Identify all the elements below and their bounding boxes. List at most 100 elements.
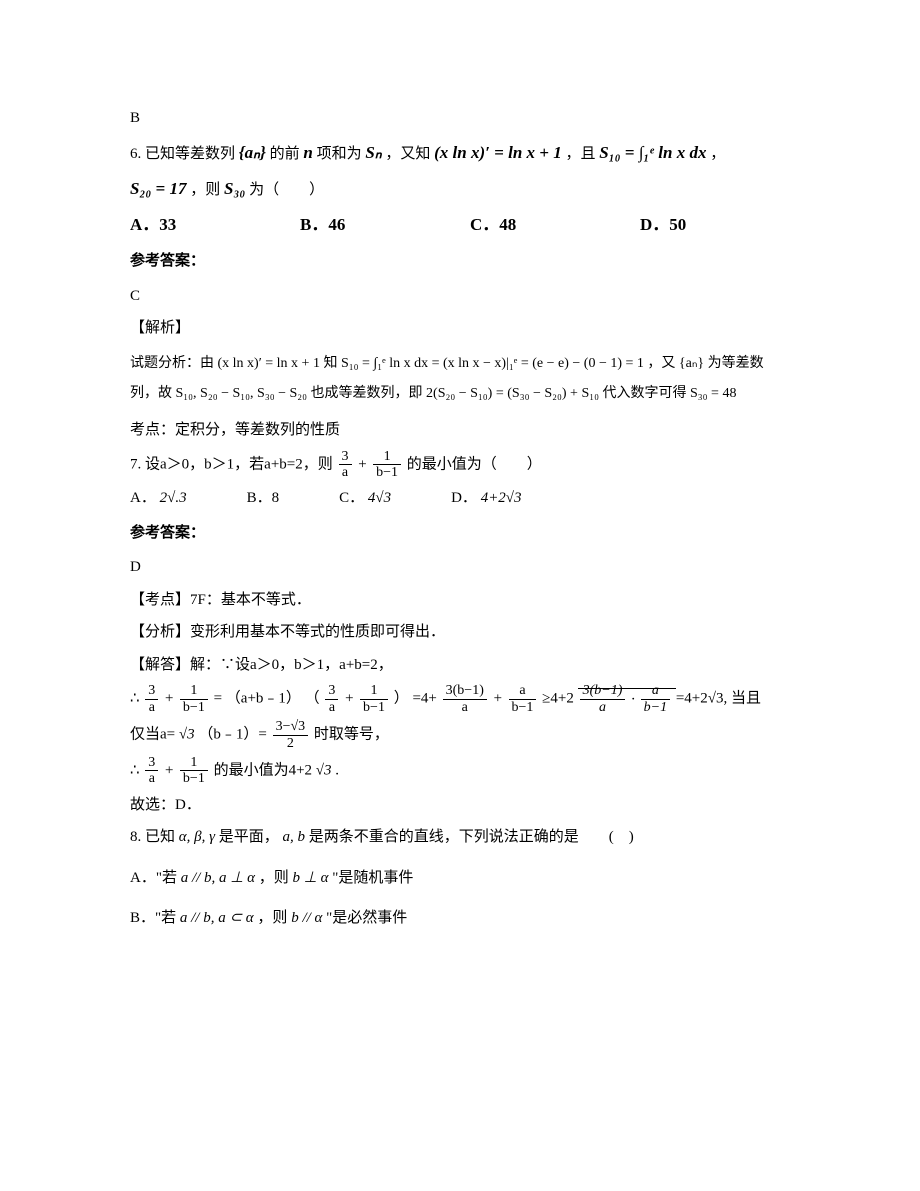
dot: · xyxy=(631,691,635,707)
q7-opt-d: D． 4+2√3 xyxy=(451,484,521,513)
s30: S₃₀ xyxy=(224,179,245,198)
q7-stem: 7. 设a＞0，b＞1，若a+b=2，则 3 a + 1 b−1 的最小值为（ … xyxy=(130,449,810,481)
text: 时取等号， xyxy=(314,726,389,742)
q6-options: A．33 B．46 C．48 D．50 xyxy=(130,209,810,241)
eq-text: = （a+b﹣1） xyxy=(214,691,301,707)
plus: + xyxy=(344,691,354,707)
deriv-expr: (x ln x)′ = ln x + 1 xyxy=(434,143,562,162)
text: 仅当a= xyxy=(130,726,175,742)
plus: + xyxy=(493,691,503,707)
q5-answer: B xyxy=(130,104,810,133)
q8-opt-a: A．"若 a // b, a ⊥ α ，则 b ⊥ α "是随机事件 xyxy=(130,864,810,893)
q6-opt-b: B．46 xyxy=(300,209,470,241)
opt-text: D．50 xyxy=(640,215,686,234)
q7-kaodian: 【考点】7F：基本不等式． xyxy=(130,586,810,615)
den: 2 xyxy=(273,736,309,751)
opt-text: B．46 xyxy=(300,215,345,234)
text: 6. 已知等差数列 xyxy=(130,146,235,162)
q6-opt-a: A．33 xyxy=(130,209,300,241)
dangqie: 当且 xyxy=(731,691,761,707)
frac-in-sqrt-2: a b−1 xyxy=(641,683,670,715)
text: ，又知 xyxy=(385,146,430,162)
opt-text: A．33 xyxy=(130,215,176,234)
q7-eq-line2: 仅当a= √3 （b﹣1）= 3−√3 2 时取等号， xyxy=(130,719,810,751)
label: C． xyxy=(339,490,364,506)
therefore: ∴ xyxy=(130,762,140,778)
q7-answer: D xyxy=(130,553,810,582)
sqrt3: √3 xyxy=(179,726,195,742)
num: 3 xyxy=(145,755,158,771)
q7-guxuan: 故选：D． xyxy=(130,791,810,820)
den: a xyxy=(325,700,338,715)
text: 的前 xyxy=(270,146,304,162)
den: a xyxy=(580,700,626,715)
q7-answer-label: 参考答案： xyxy=(130,519,810,548)
num: 3 xyxy=(145,683,158,699)
q6-analysis-line2: 列，故 S₁₀, S₂₀ − S₁₀, S₃₀ − S₂₀ 也成等差数列，即 2… xyxy=(130,381,810,408)
frac-1-bm1: 1 b−1 xyxy=(373,449,401,481)
sqrt3-b: √3 xyxy=(316,762,332,778)
text: ，且 xyxy=(565,146,595,162)
sqrt-product: 3(b−1) a · a b−1 xyxy=(578,688,676,707)
val: 4√3 xyxy=(368,490,391,506)
s10-integral: S₁₀ = ∫₁ᵉ ln x dx xyxy=(599,143,706,162)
text: A．"若 xyxy=(130,870,177,886)
frac-3msqrt3-2: 3−√3 2 xyxy=(273,719,309,751)
den: b−1 xyxy=(641,700,670,715)
num: a xyxy=(509,683,537,699)
lines-ab: a, b xyxy=(283,829,306,845)
q7-fenxi: 【分析】变形利用基本不等式的性质即可得出． xyxy=(130,618,810,647)
greek-planes: α, β, γ xyxy=(179,829,215,845)
q7-opt-c: C． 4√3 xyxy=(339,484,391,513)
q7-options: A． 2√.3 B．8 C． 4√3 D． 4+2√3 xyxy=(130,484,810,513)
text: （b﹣1）= xyxy=(198,726,270,742)
plus: + xyxy=(357,456,367,472)
q6-opt-d: D．50 xyxy=(640,209,810,241)
result: b // α xyxy=(291,910,322,926)
q7-opt-b: B．8 xyxy=(247,484,280,513)
frac-3-a-c: 3 a xyxy=(145,755,158,787)
label: A． xyxy=(130,490,156,506)
text: ，则 xyxy=(190,182,220,198)
text: 项和为 xyxy=(317,146,362,162)
val: 2√.3 xyxy=(160,490,187,506)
frac-3-a-b: 3 a xyxy=(325,683,338,715)
eq-result: =4+2√3, xyxy=(676,691,731,707)
den: a xyxy=(145,700,158,715)
q8-opt-b: B．"若 a // b, a ⊂ α ，则 b // α "是必然事件 xyxy=(130,904,810,933)
q6-opt-c: C．48 xyxy=(470,209,640,241)
num: 1 xyxy=(373,449,401,465)
den: a xyxy=(145,771,158,786)
num: a xyxy=(641,683,670,699)
frac-1-bm1: 1 b−1 xyxy=(180,683,208,715)
result: b ⊥ α xyxy=(293,870,329,886)
num: 3(b−1) xyxy=(443,683,487,699)
geq: ≥4+2 xyxy=(542,691,574,707)
text: 是平面， xyxy=(219,829,279,845)
text: ，则 xyxy=(257,910,287,926)
frac-3-a: 3 a xyxy=(339,449,352,481)
text: B．"若 xyxy=(130,910,176,926)
den: a xyxy=(339,465,352,480)
text: ， xyxy=(710,146,725,162)
frac-in-sqrt-1: 3(b−1) a xyxy=(580,683,626,715)
q6-stem-line2: S₂₀ = 17 ，则 S₃₀ 为（ ） xyxy=(130,173,810,205)
q6-analysis-label: 【解析】 xyxy=(130,314,810,343)
text: 为（ ） xyxy=(249,182,324,198)
text: 8. 已知 xyxy=(130,829,175,845)
cond: a // b, a ⊥ α xyxy=(181,870,255,886)
frac-1-bm1-b: 1 b−1 xyxy=(360,683,388,715)
num: 1 xyxy=(180,755,208,771)
q6-answer-label: 参考答案： xyxy=(130,247,810,276)
frac-1-bm1-c: 1 b−1 xyxy=(180,755,208,787)
therefore: ∴ xyxy=(130,691,140,707)
den: b−1 xyxy=(509,700,537,715)
lparen: （ xyxy=(305,691,320,707)
q7-conclusion: ∴ 3 a + 1 b−1 的最小值为4+2 √3 . xyxy=(130,755,810,787)
q6-stem-line1: 6. 已知等差数列 {aₙ} 的前 n 项和为 Sₙ ，又知 (x ln x)′… xyxy=(130,137,810,169)
text: "是随机事件 xyxy=(332,870,413,886)
text: 的最小值为（ ） xyxy=(407,456,542,472)
q8-stem: 8. 已知 α, β, γ 是平面， a, b 是两条不重合的直线，下列说法正确… xyxy=(130,823,810,852)
cond: a // b, a ⊂ α xyxy=(180,910,254,926)
q7-opt-a: A． 2√.3 xyxy=(130,484,187,513)
